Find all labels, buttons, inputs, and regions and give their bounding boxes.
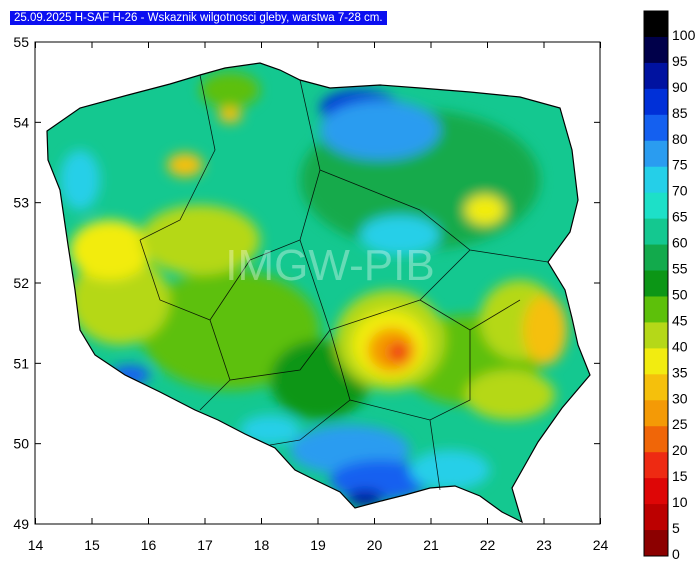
legend-swatch bbox=[644, 374, 668, 401]
x-tick-label: 18 bbox=[254, 537, 270, 553]
legend-label: 70 bbox=[672, 183, 688, 199]
legend-label: 75 bbox=[672, 157, 688, 173]
x-tick-label: 20 bbox=[367, 537, 383, 553]
y-tick-label: 52 bbox=[13, 275, 29, 291]
legend-label: 10 bbox=[672, 494, 688, 510]
legend-swatch bbox=[644, 114, 668, 142]
x-tick-label: 21 bbox=[423, 537, 439, 553]
y-tick-label: 51 bbox=[13, 355, 29, 371]
legend-swatch bbox=[644, 400, 668, 427]
poland-border bbox=[46, 62, 591, 524]
legend-swatch bbox=[644, 270, 668, 297]
x-tick-label: 14 bbox=[28, 537, 44, 553]
x-tick-label: 16 bbox=[141, 537, 157, 553]
x-axis: 14 15 16 17 18 19 20 21 22 23 24 bbox=[28, 42, 609, 553]
legend-swatch bbox=[644, 322, 668, 349]
legend-swatch bbox=[644, 88, 668, 116]
legend-label: 0 bbox=[672, 546, 680, 562]
legend-swatch bbox=[644, 530, 668, 557]
x-tick-label: 19 bbox=[310, 537, 326, 553]
legend-swatch bbox=[644, 504, 668, 531]
legend-label: 50 bbox=[672, 286, 688, 302]
y-axis: 55 54 53 52 51 50 49 bbox=[13, 34, 600, 532]
x-tick-label: 17 bbox=[197, 537, 213, 553]
legend-label: 25 bbox=[672, 416, 688, 432]
legend-frame bbox=[643, 10, 669, 557]
legend-swatch bbox=[644, 296, 668, 323]
y-tick-label: 50 bbox=[13, 436, 29, 452]
legend-label: 45 bbox=[672, 312, 688, 328]
legend-swatch bbox=[644, 478, 668, 505]
legend-label: 85 bbox=[672, 105, 688, 121]
region-borders bbox=[139, 74, 549, 491]
legend-label: 15 bbox=[672, 468, 688, 484]
legend-label: 90 bbox=[672, 79, 688, 95]
legend-swatch bbox=[644, 192, 668, 220]
legend-swatch bbox=[644, 452, 668, 479]
legend-label: 95 bbox=[672, 53, 688, 69]
legend-swatch bbox=[644, 62, 668, 90]
x-tick-label: 24 bbox=[593, 537, 609, 553]
y-tick-label: 55 bbox=[13, 34, 29, 50]
x-tick-label: 15 bbox=[84, 537, 100, 553]
legend-swatch bbox=[644, 244, 668, 272]
legend-label: 100 bbox=[672, 27, 695, 43]
y-tick-label: 54 bbox=[13, 114, 29, 130]
legend-swatch bbox=[644, 426, 668, 453]
map-title: 25.09.2025 H-SAF H-26 - Wskaznik wilgotn… bbox=[10, 11, 387, 25]
legend-swatch bbox=[644, 140, 668, 168]
legend-swatch bbox=[644, 218, 668, 246]
legend-label: 55 bbox=[672, 261, 688, 277]
legend-label: 65 bbox=[672, 209, 688, 225]
legend-label: 20 bbox=[672, 442, 688, 458]
x-tick-label: 23 bbox=[536, 537, 552, 553]
legend-swatch bbox=[644, 36, 668, 64]
legend-label: 80 bbox=[672, 131, 688, 147]
legend-swatch bbox=[644, 348, 668, 375]
x-tick-label: 22 bbox=[480, 537, 496, 553]
legend-label: 40 bbox=[672, 338, 688, 354]
legend-label: 35 bbox=[672, 364, 688, 380]
legend-label: 30 bbox=[672, 390, 688, 406]
legend-swatch bbox=[644, 166, 668, 194]
legend-swatch bbox=[644, 11, 668, 38]
color-legend: 1009590858075706560555045403530252015105… bbox=[643, 10, 695, 562]
watermark: IMGW-PIB bbox=[225, 241, 434, 290]
legend-label: 5 bbox=[672, 520, 680, 536]
y-tick-label: 53 bbox=[13, 195, 29, 211]
y-tick-label: 49 bbox=[13, 516, 29, 532]
legend-label: 60 bbox=[672, 235, 688, 251]
